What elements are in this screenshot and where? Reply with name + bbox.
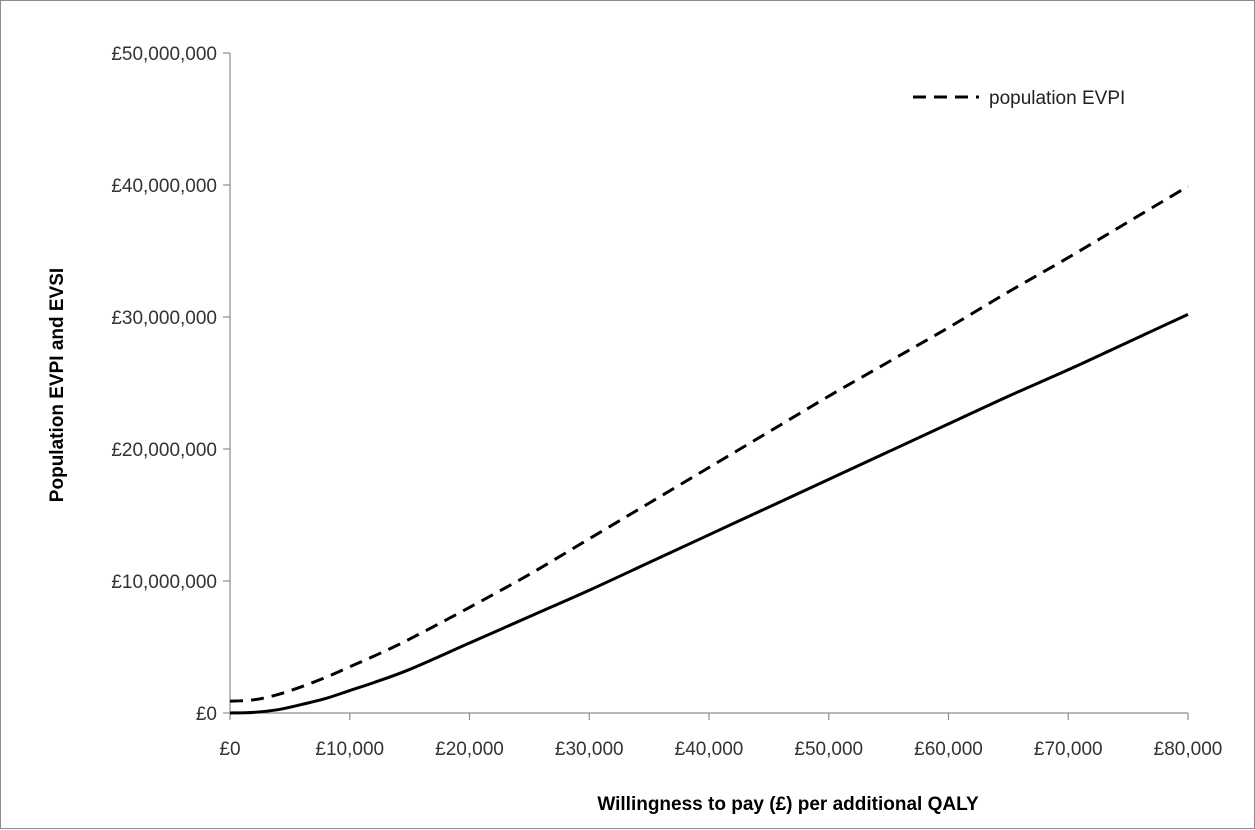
x-axis-title: Willingness to pay (£) per additional QA… — [597, 794, 979, 815]
x-tick-label: £20,000 — [435, 739, 504, 760]
y-tick-label: £40,000,000 — [111, 176, 217, 197]
y-axis-title: Population EVPI and EVSI — [47, 268, 68, 502]
y-tick-label: £50,000,000 — [111, 44, 217, 65]
x-axis-ticks: £0 £10,000 £20,000 £30,000 £40,000 £50,000 £60… — [219, 713, 1222, 760]
x-tick-label: £10,000 — [315, 739, 384, 760]
series-line-population-evpi — [229, 185, 1189, 703]
y-tick-label: £0 — [196, 704, 217, 725]
axes — [229, 53, 1188, 714]
x-tick-label: £70,000 — [1034, 739, 1103, 760]
x-tick-label: £30,000 — [555, 739, 624, 760]
y-tick-label: £20,000,000 — [111, 440, 217, 461]
x-tick-label: £0 — [219, 739, 240, 760]
x-tick-label: £80,000 — [1154, 739, 1223, 760]
y-tick-label: £10,000,000 — [111, 572, 217, 593]
x-tick-label: £50,000 — [794, 739, 863, 760]
series-line-population-evsi — [229, 312, 1189, 715]
legend-label-population-evpi: population EVPI — [989, 88, 1125, 109]
x-tick-label: £60,000 — [914, 739, 983, 760]
legend: population EVPI — [913, 88, 1125, 109]
y-axis-ticks: £0 £10,000,000 £20,000,000 £30,000,000 £40,0… — [111, 44, 230, 725]
series-group — [229, 185, 1189, 715]
y-tick-label: £30,000,000 — [111, 308, 217, 329]
x-tick-label: £40,000 — [675, 739, 744, 760]
